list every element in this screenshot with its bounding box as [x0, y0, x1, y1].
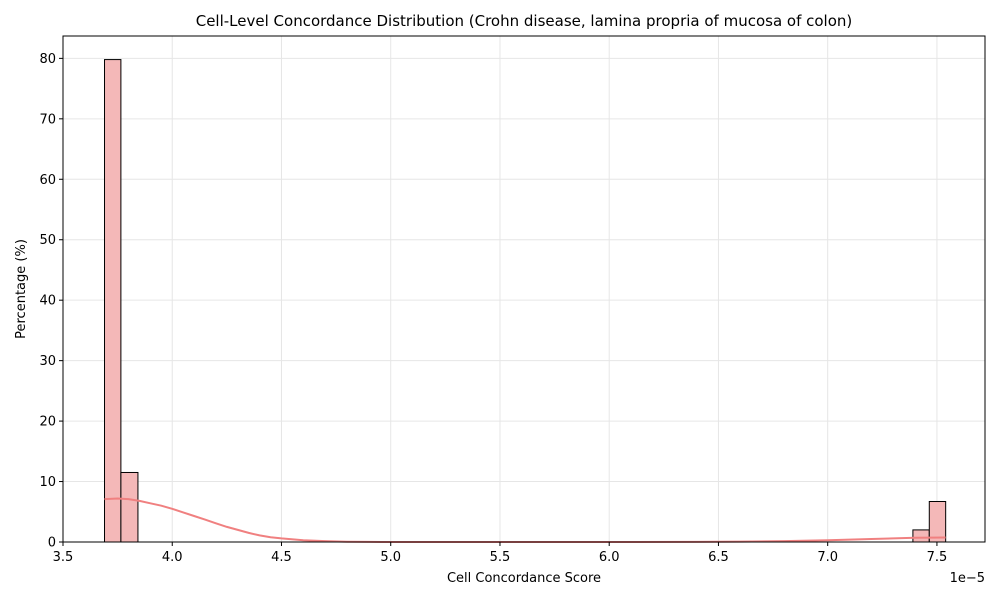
histogram-bar: [912, 529, 930, 543]
x-tick-label: 4.5: [271, 550, 292, 565]
x-tick-label: 7.0: [817, 550, 838, 565]
y-tick-label: 60: [39, 173, 56, 188]
x-tick-label: 5.5: [490, 550, 511, 565]
x-tick-label: 6.5: [708, 550, 729, 565]
y-tick-label: 70: [39, 112, 56, 127]
y-axis-ticks: 0 10 20 30 40 50 60 70 80: [39, 52, 63, 551]
chart-title: Cell-Level Concordance Distribution (Cro…: [196, 12, 853, 30]
x-tick-label: 6.0: [599, 550, 620, 565]
histogram-bar: [104, 59, 122, 543]
y-axis-label: Percentage (%): [14, 239, 29, 339]
y-tick-label: 40: [39, 294, 56, 309]
y-tick-label: 0: [48, 536, 56, 551]
x-tick-label: 5.0: [380, 550, 401, 565]
histogram-bar: [120, 471, 139, 543]
x-axis-label: Cell Concordance Score: [447, 571, 601, 586]
x-axis-offset-label: 1e−5: [950, 571, 985, 586]
x-tick-label: 4.0: [162, 550, 183, 565]
bars-layer: [104, 59, 947, 543]
x-tick-label: 3.5: [53, 550, 74, 565]
x-tick-label: 7.5: [927, 550, 948, 565]
plot-frame: [62, 35, 986, 543]
histogram-bar: [928, 500, 947, 543]
y-tick-label: 80: [39, 52, 56, 67]
y-tick-label: 30: [39, 354, 56, 369]
y-tick-label: 20: [39, 415, 56, 430]
x-axis-ticks: 3.5 4.0 4.5 5.0 5.5 6.0 6.5 7.0 7.5: [53, 542, 948, 565]
y-tick-label: 10: [39, 475, 56, 490]
y-tick-label: 50: [39, 233, 56, 248]
